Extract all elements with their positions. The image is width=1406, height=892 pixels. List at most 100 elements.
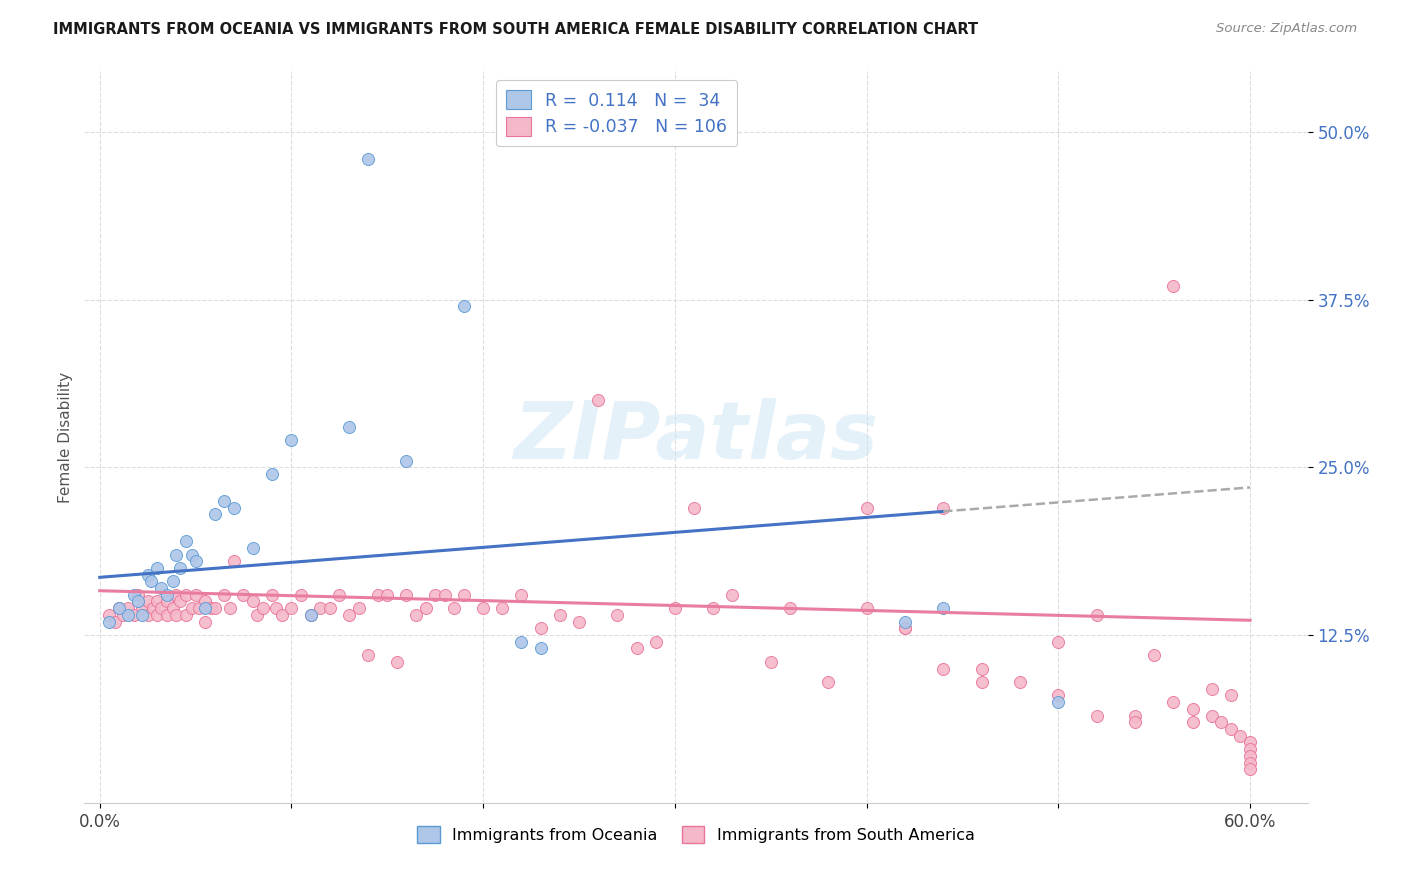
Point: [180, 548, 202, 562]
Point: [280, 601, 302, 615]
Point: [184, 554, 207, 568]
Point: [290, 588, 312, 602]
Point: [1239, 735, 1261, 749]
Point: [142, 601, 165, 615]
Point: [932, 601, 955, 615]
Point: [280, 434, 302, 448]
Point: [194, 615, 217, 629]
Point: [150, 601, 173, 615]
Point: [1123, 715, 1146, 730]
Point: [644, 634, 666, 648]
Point: [214, 588, 236, 602]
Point: [252, 601, 274, 615]
Point: [194, 594, 217, 608]
Point: [894, 621, 917, 635]
Point: [433, 588, 456, 602]
Point: [530, 621, 553, 635]
Point: [122, 588, 145, 602]
Point: [702, 601, 724, 615]
Point: [395, 588, 418, 602]
Point: [664, 601, 686, 615]
Point: [117, 607, 139, 622]
Point: [222, 554, 245, 568]
Point: [219, 601, 242, 615]
Point: [1181, 702, 1204, 716]
Point: [1047, 689, 1070, 703]
Point: [1229, 729, 1251, 743]
Point: [174, 588, 197, 602]
Point: [453, 588, 475, 602]
Point: [165, 607, 187, 622]
Point: [117, 601, 139, 615]
Point: [1219, 722, 1241, 736]
Point: [1163, 695, 1185, 709]
Point: [264, 601, 287, 615]
Point: [169, 594, 191, 608]
Point: [395, 453, 418, 467]
Point: [425, 588, 447, 602]
Point: [453, 299, 475, 313]
Point: [270, 607, 292, 622]
Point: [204, 601, 226, 615]
Legend: Immigrants from Oceania, Immigrants from South America: Immigrants from Oceania, Immigrants from…: [411, 820, 981, 850]
Point: [165, 588, 187, 602]
Point: [156, 594, 179, 608]
Point: [337, 607, 360, 622]
Point: [1219, 689, 1241, 703]
Point: [108, 601, 131, 615]
Point: [319, 601, 342, 615]
Point: [146, 607, 169, 622]
Point: [548, 607, 571, 622]
Point: [405, 607, 427, 622]
Point: [111, 607, 134, 622]
Point: [443, 601, 465, 615]
Point: [131, 607, 153, 622]
Point: [262, 467, 284, 481]
Point: [174, 534, 197, 549]
Point: [491, 601, 513, 615]
Point: [586, 393, 609, 408]
Point: [169, 561, 191, 575]
Point: [1239, 742, 1261, 756]
Point: [1239, 762, 1261, 776]
Point: [1047, 634, 1070, 648]
Point: [136, 607, 159, 622]
Point: [932, 500, 955, 515]
Point: [1123, 708, 1146, 723]
Point: [299, 607, 322, 622]
Point: [472, 601, 495, 615]
Point: [146, 594, 169, 608]
Point: [309, 601, 332, 615]
Point: [357, 152, 380, 166]
Point: [970, 662, 993, 676]
Point: [156, 588, 179, 602]
Point: [1181, 715, 1204, 730]
Point: [1239, 756, 1261, 770]
Point: [136, 567, 159, 582]
Text: Source: ZipAtlas.com: Source: ZipAtlas.com: [1216, 22, 1357, 36]
Point: [127, 588, 149, 602]
Point: [262, 588, 284, 602]
Point: [194, 601, 217, 615]
Point: [214, 493, 236, 508]
Point: [127, 594, 149, 608]
Point: [98, 615, 121, 629]
Point: [165, 548, 187, 562]
Point: [146, 561, 169, 575]
Point: [1201, 708, 1223, 723]
Point: [606, 607, 628, 622]
Point: [242, 541, 264, 555]
Point: [108, 601, 131, 615]
Point: [1008, 675, 1031, 690]
Point: [779, 601, 801, 615]
Point: [894, 621, 917, 635]
Point: [510, 634, 533, 648]
Point: [200, 601, 222, 615]
Point: [367, 588, 389, 602]
Point: [855, 500, 877, 515]
Point: [510, 588, 533, 602]
Point: [626, 641, 648, 656]
Point: [328, 588, 350, 602]
Point: [131, 601, 153, 615]
Point: [385, 655, 408, 669]
